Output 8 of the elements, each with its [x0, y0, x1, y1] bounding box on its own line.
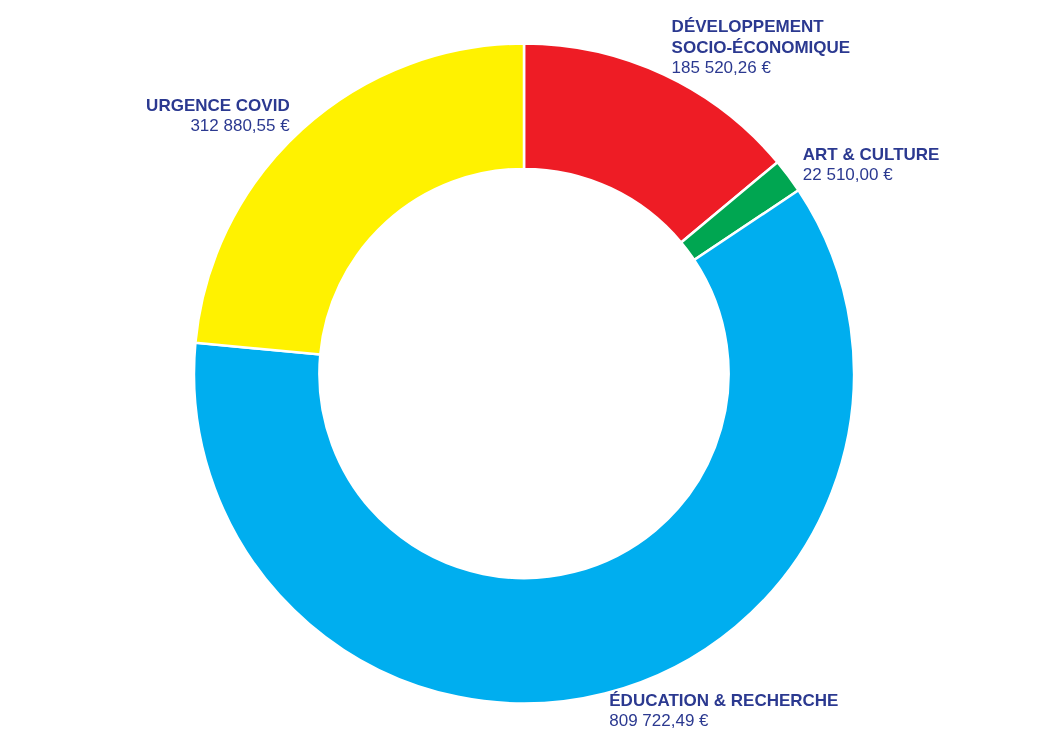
slice-label: ART & CULTURE	[802, 145, 940, 165]
slice-label: URGENCE COVID	[146, 96, 290, 116]
data-label: 185 520,26 €	[671, 58, 772, 78]
slice-label: ÉDUCATION & RECHERCHE	[609, 690, 839, 710]
data-label: 809 722,49 €	[609, 710, 710, 730]
data-label: 312 880,55 €	[190, 116, 291, 136]
slice-label: DÉVELOPPEMENT SOCIO-ÉCONOMIQUE	[671, 17, 851, 58]
data-label: 22 510,00 €	[802, 165, 894, 185]
